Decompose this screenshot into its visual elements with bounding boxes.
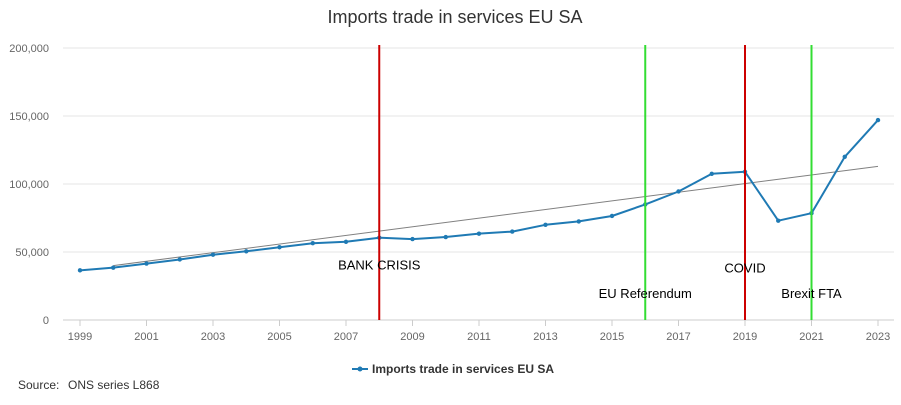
data-point[interactable] bbox=[476, 231, 482, 236]
data-point[interactable] bbox=[277, 245, 282, 250]
event-label: COVID bbox=[724, 260, 765, 275]
x-tick-label: 2023 bbox=[866, 331, 890, 343]
trendline-line bbox=[113, 165, 879, 267]
source-value: ONS series L868 bbox=[68, 378, 160, 392]
y-tick-label: 0 bbox=[43, 315, 49, 327]
y-tick-label: 200,000 bbox=[9, 43, 49, 55]
event-label: BANK CRISIS bbox=[338, 258, 421, 273]
x-tick-label: 2021 bbox=[799, 331, 823, 343]
y-tick-label: 150,000 bbox=[9, 111, 49, 123]
data-point[interactable] bbox=[244, 249, 249, 254]
data-point[interactable] bbox=[310, 240, 315, 246]
y-tick-label: 100,000 bbox=[9, 179, 49, 191]
event-markers: BANK CRISIS EU Referendum COVID Brexit FTA bbox=[338, 45, 842, 320]
data-point[interactable] bbox=[177, 257, 182, 262]
grid bbox=[63, 47, 894, 253]
x-tick-label: 2015 bbox=[600, 331, 624, 343]
legend-marker-symbol bbox=[357, 366, 363, 372]
event-label: EU Referendum bbox=[599, 286, 692, 301]
y-tick-label: 50,000 bbox=[15, 247, 49, 259]
data-point[interactable] bbox=[77, 268, 83, 273]
data-point[interactable] bbox=[875, 117, 881, 123]
x-tick-label: 2003 bbox=[201, 331, 225, 343]
data-point[interactable] bbox=[776, 218, 781, 223]
x-tick-label: 2009 bbox=[400, 331, 424, 343]
x-tick-label: 2001 bbox=[134, 331, 158, 343]
x-tick-label: 2017 bbox=[666, 331, 690, 343]
x-tick-label: 1999 bbox=[68, 331, 92, 343]
legend-item-imports[interactable]: Imports trade in services EU SA bbox=[372, 362, 554, 376]
y-axis-ticks: 0 50,000 100,000 150,000 200,000 bbox=[9, 43, 49, 327]
event-label: Brexit FTA bbox=[781, 286, 842, 301]
x-tick-label: 2019 bbox=[733, 331, 757, 343]
data-point[interactable] bbox=[609, 213, 615, 219]
data-point[interactable] bbox=[842, 154, 847, 159]
x-axis-ticks: 1999 2001 2003 2005 2007 2009 2011 2013 2015 2017… bbox=[68, 320, 890, 343]
x-tick-label: 2005 bbox=[267, 331, 291, 343]
x-tick-label: 2013 bbox=[533, 331, 557, 343]
data-point[interactable] bbox=[210, 252, 216, 257]
series-imports bbox=[77, 117, 881, 273]
series-line bbox=[79, 119, 879, 272]
data-point[interactable] bbox=[676, 189, 681, 194]
data-point[interactable] bbox=[410, 236, 415, 242]
x-tick-label: 2011 bbox=[467, 331, 491, 343]
data-point[interactable] bbox=[343, 239, 349, 244]
source-label: Source: bbox=[18, 378, 59, 392]
data-point[interactable] bbox=[576, 219, 581, 224]
data-point[interactable] bbox=[144, 261, 149, 266]
data-point[interactable] bbox=[709, 171, 714, 176]
legend[interactable]: Imports trade in services EU SA bbox=[352, 362, 554, 376]
data-point[interactable] bbox=[510, 229, 515, 234]
x-tick-label: 2007 bbox=[334, 331, 358, 343]
data-point[interactable] bbox=[543, 222, 548, 227]
chart-title: Imports trade in services EU SA bbox=[327, 7, 582, 27]
data-point[interactable] bbox=[443, 234, 448, 240]
trendline bbox=[113, 165, 879, 267]
data-point[interactable] bbox=[111, 265, 116, 270]
